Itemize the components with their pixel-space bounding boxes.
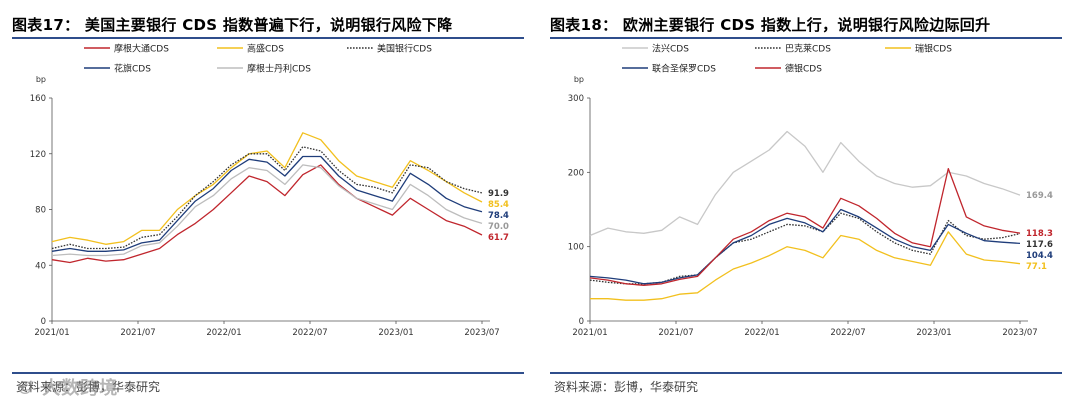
- x-tick-label: 2022/01: [206, 328, 241, 338]
- cds-chart-europe: bp 0 100 200 300 2021/01 2021/07 2022/01 2022/07…: [568, 43, 1053, 339]
- y-tick-label: 100: [568, 243, 584, 253]
- series-end-label: 78.4: [488, 211, 509, 221]
- series-line: [589, 167, 1021, 286]
- x-tick-label: 2022/07: [830, 328, 865, 338]
- source-rule: [550, 372, 1062, 374]
- y-tick-label: 80: [35, 206, 46, 216]
- series-line: [51, 164, 483, 257]
- chart-title: 图表17： 美国主要银行 CDS 指数普遍下行，说明银行风险下降: [12, 16, 453, 34]
- series-line: [589, 212, 1021, 285]
- series-end-label: 104.4: [1026, 251, 1053, 261]
- series-end-label: 91.9: [488, 189, 509, 199]
- x-tick-label: 2022/07: [292, 328, 327, 338]
- series-end-label: 70.0: [488, 222, 509, 232]
- chart-source: 资料来源：彭博，华泰研究: [554, 380, 699, 394]
- legend-label: 联合圣保罗CDS: [652, 63, 716, 75]
- y-tick-label: 300: [568, 94, 584, 104]
- series-line: [51, 146, 483, 250]
- chart-panel-right: 图表18： 欧洲主要银行 CDS 指数上行，说明银行风险边际回升 bp 0 100 2…: [550, 0, 1062, 394]
- y-axis-label: bp: [36, 75, 46, 84]
- x-tick-label: 2021/07: [658, 328, 693, 338]
- source-rule: [12, 372, 524, 374]
- y-tick-label: 0: [579, 317, 584, 327]
- title-rule: [12, 37, 524, 39]
- x-tick-label: 2023/07: [1002, 328, 1037, 338]
- series-end-label: 77.1: [1026, 262, 1047, 272]
- x-tick-label: 2021/01: [572, 328, 607, 338]
- y-tick-label: 120: [30, 150, 46, 160]
- x-tick-label: 2021/07: [120, 328, 155, 338]
- cds-chart-us: bp 0 40 80 120 160 2021/01 2021/07 2022/01 2022/0…: [30, 43, 509, 339]
- series-line: [51, 132, 483, 245]
- y-axis-label: bp: [574, 75, 584, 84]
- chart-title: 图表18： 欧洲主要银行 CDS 指数上行，说明银行风险边际回升: [550, 16, 991, 34]
- series-end-label: 117.6: [1026, 240, 1053, 250]
- series-end-label: 118.3: [1026, 229, 1053, 239]
- y-tick-label: 200: [568, 168, 584, 178]
- legend-label: 美国银行CDS: [377, 43, 432, 55]
- legend-label: 摩根士丹利CDS: [247, 63, 311, 75]
- series-line: [51, 155, 483, 252]
- legend-label: 摩根大通CDS: [114, 43, 169, 55]
- legend-label: 高盛CDS: [247, 43, 284, 55]
- series-end-label: 61.7: [488, 233, 509, 243]
- y-tick-label: 40: [35, 261, 46, 271]
- x-tick-label: 2023/01: [378, 328, 413, 338]
- series-line: [51, 164, 483, 264]
- y-tick-label: 0: [41, 317, 46, 327]
- series-line: [589, 208, 1021, 285]
- series-end-label: 85.4: [488, 200, 509, 210]
- legend-label: 瑞银CDS: [915, 43, 952, 55]
- legend-label: 德银CDS: [785, 63, 822, 75]
- chart-panel-left: 图表17： 美国主要银行 CDS 指数普遍下行，说明银行风险下降 bp 0 40 80…: [12, 0, 524, 394]
- y-tick-label: 160: [30, 94, 46, 104]
- x-tick-label: 2021/01: [34, 328, 69, 338]
- x-tick-label: 2023/07: [464, 328, 499, 338]
- series-line: [590, 231, 1021, 301]
- chart-source: 资料来源：彭博，华泰研究: [16, 380, 161, 394]
- series-end-label: 169.4: [1026, 191, 1053, 201]
- legend-label: 花旗CDS: [114, 63, 151, 75]
- watermark-logo: © 大数跨境: [16, 378, 119, 399]
- legend-label: 巴克莱CDS: [785, 43, 831, 55]
- series-line: [589, 130, 1021, 237]
- x-tick-label: 2023/01: [916, 328, 951, 338]
- x-tick-label: 2022/01: [744, 328, 779, 338]
- legend-label: 法兴CDS: [652, 43, 689, 55]
- title-rule: [550, 37, 1062, 39]
